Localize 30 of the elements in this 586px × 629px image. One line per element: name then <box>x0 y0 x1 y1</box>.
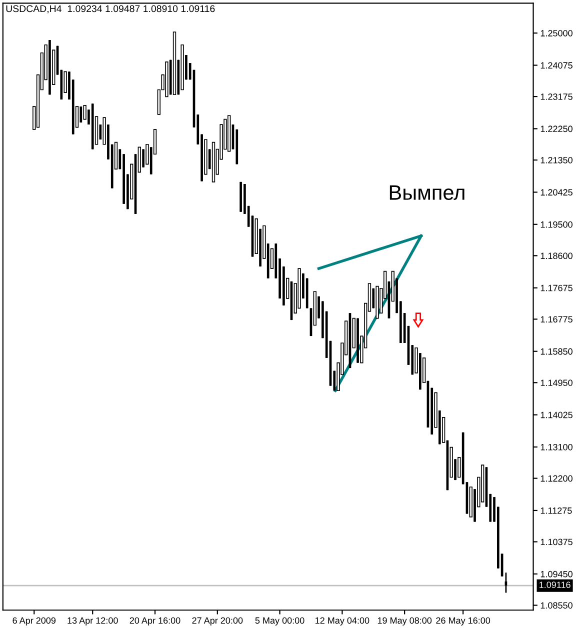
y-tick-label: 1.20425 <box>540 189 572 196</box>
y-tick-label: 1.17675 <box>540 284 572 292</box>
x-tick-label: 20 Apr 16:00 <box>130 617 180 626</box>
y-tick-label: 1.14025 <box>540 412 572 418</box>
y-tick-label: 1.10375 <box>540 538 572 546</box>
y-tick-label: 1.19500 <box>540 221 572 228</box>
x-tick-label: 13 Apr 12:00 <box>68 617 118 626</box>
y-tick-label: 1.09450 <box>540 570 572 578</box>
y-tick-label: 1.11275 <box>540 507 572 514</box>
y-tick-label: 1.13100 <box>540 444 572 450</box>
y-tick-label: 1.12200 <box>540 475 572 482</box>
y-tick-label: 1.22250 <box>540 126 572 132</box>
y-tick-label: 1.15850 <box>540 348 572 355</box>
x-tick-label: 26 May 16:00 <box>436 617 490 626</box>
x-tick-label: 12 May 04:00 <box>316 617 370 626</box>
y-tick-label: 1.08550 <box>540 602 572 609</box>
y-tick-label: 1.24075 <box>540 62 572 69</box>
y-tick-label: 1.25000 <box>540 30 572 36</box>
annotation: Вымпел <box>390 185 464 200</box>
y-tick-label: 1.16775 <box>540 316 572 323</box>
y-tick-label: 1.23175 <box>540 94 572 100</box>
y-tick-label: 1.21350 <box>540 156 572 164</box>
chart-title: USDCAD,H4 1.09234 1.09487 1.08910 1.09116 <box>6 5 215 14</box>
x-tick-label: 19 May 08:00 <box>378 617 432 626</box>
x-tick-label: 6 Apr 2009 <box>12 617 56 626</box>
x-tick-label: 27 Apr 20:00 <box>192 617 243 626</box>
y-tick-label: 1.14950 <box>540 380 572 386</box>
ref-line-label: 1.09116 <box>540 582 570 588</box>
x-tick-label: 5 May 00:00 <box>255 617 304 626</box>
y-tick-label: 1.18600 <box>540 252 572 260</box>
